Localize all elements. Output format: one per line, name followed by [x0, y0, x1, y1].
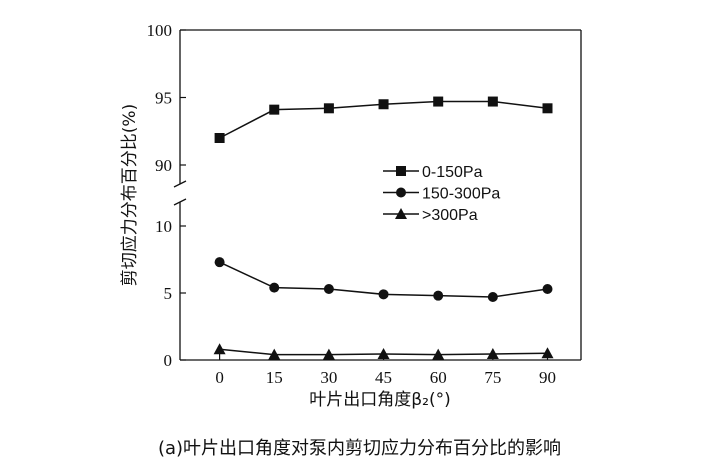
data-point — [433, 96, 444, 107]
axis-break-mark — [173, 180, 187, 188]
data-point — [377, 347, 390, 359]
plot-frame — [173, 29, 582, 361]
x-tick-label: 75 — [484, 368, 501, 387]
data-point — [486, 347, 499, 359]
data-point — [378, 99, 389, 110]
legend-label: 0-150Pa — [422, 164, 483, 181]
data-point — [269, 104, 280, 115]
chart: 0 15 30 45 60 75 90 90 95 100 0 5 10 0-150Pa 150-300P… — [120, 21, 582, 410]
data-point — [268, 348, 281, 360]
legend: 0-150Pa 150-300Pa >300Pa — [383, 164, 500, 224]
data-point — [433, 290, 444, 301]
legend-item: 150-300Pa — [383, 186, 500, 203]
legend-item: 0-150Pa — [383, 164, 483, 181]
data-point — [395, 208, 407, 219]
data-point — [396, 187, 406, 198]
y-tick-label: 5 — [164, 284, 173, 303]
x-tick-label: 15 — [266, 368, 283, 387]
x-tick-label: 60 — [430, 368, 447, 387]
x-tick-label: 45 — [375, 368, 392, 387]
data-point — [214, 257, 225, 268]
legend-item: >300Pa — [383, 207, 478, 224]
legend-label: 150-300Pa — [422, 186, 500, 203]
axis-break-mark — [173, 198, 187, 206]
y-tick-label: 90 — [155, 156, 172, 175]
figure-caption: (a)叶片出口角度对泵内剪切应力分布百分比的影响 — [157, 438, 562, 459]
data-point — [323, 283, 334, 294]
data-point — [541, 347, 554, 359]
y-tick-label: 100 — [147, 21, 173, 40]
data-point — [396, 166, 406, 176]
data-point — [323, 103, 334, 114]
y-axis-title: 剪切应力分布百分比(%) — [120, 104, 140, 286]
data-point — [269, 282, 280, 293]
data-point — [378, 289, 389, 300]
axis-ticks: 0 15 30 45 60 75 90 90 95 100 0 5 10 — [147, 21, 557, 387]
y-tick-label: 10 — [155, 217, 172, 236]
y-tick-label: 95 — [155, 89, 172, 108]
data-point — [322, 348, 335, 360]
data-point — [542, 283, 553, 294]
data-point — [487, 292, 498, 303]
series-group — [213, 96, 554, 360]
data-point — [213, 343, 226, 355]
data-point — [487, 96, 498, 107]
x-tick-label: 30 — [320, 368, 337, 387]
data-point — [542, 103, 553, 114]
series-square — [214, 96, 553, 143]
x-axis-title: 叶片出口角度β₂(°) — [309, 390, 450, 410]
data-point — [214, 133, 225, 143]
y-tick-label: 0 — [164, 351, 173, 370]
x-tick-label: 90 — [539, 368, 556, 387]
legend-label: >300Pa — [422, 207, 478, 224]
x-tick-label: 0 — [215, 368, 224, 387]
data-point — [432, 348, 445, 360]
series-triangle — [213, 343, 554, 360]
series-circle — [214, 257, 553, 303]
